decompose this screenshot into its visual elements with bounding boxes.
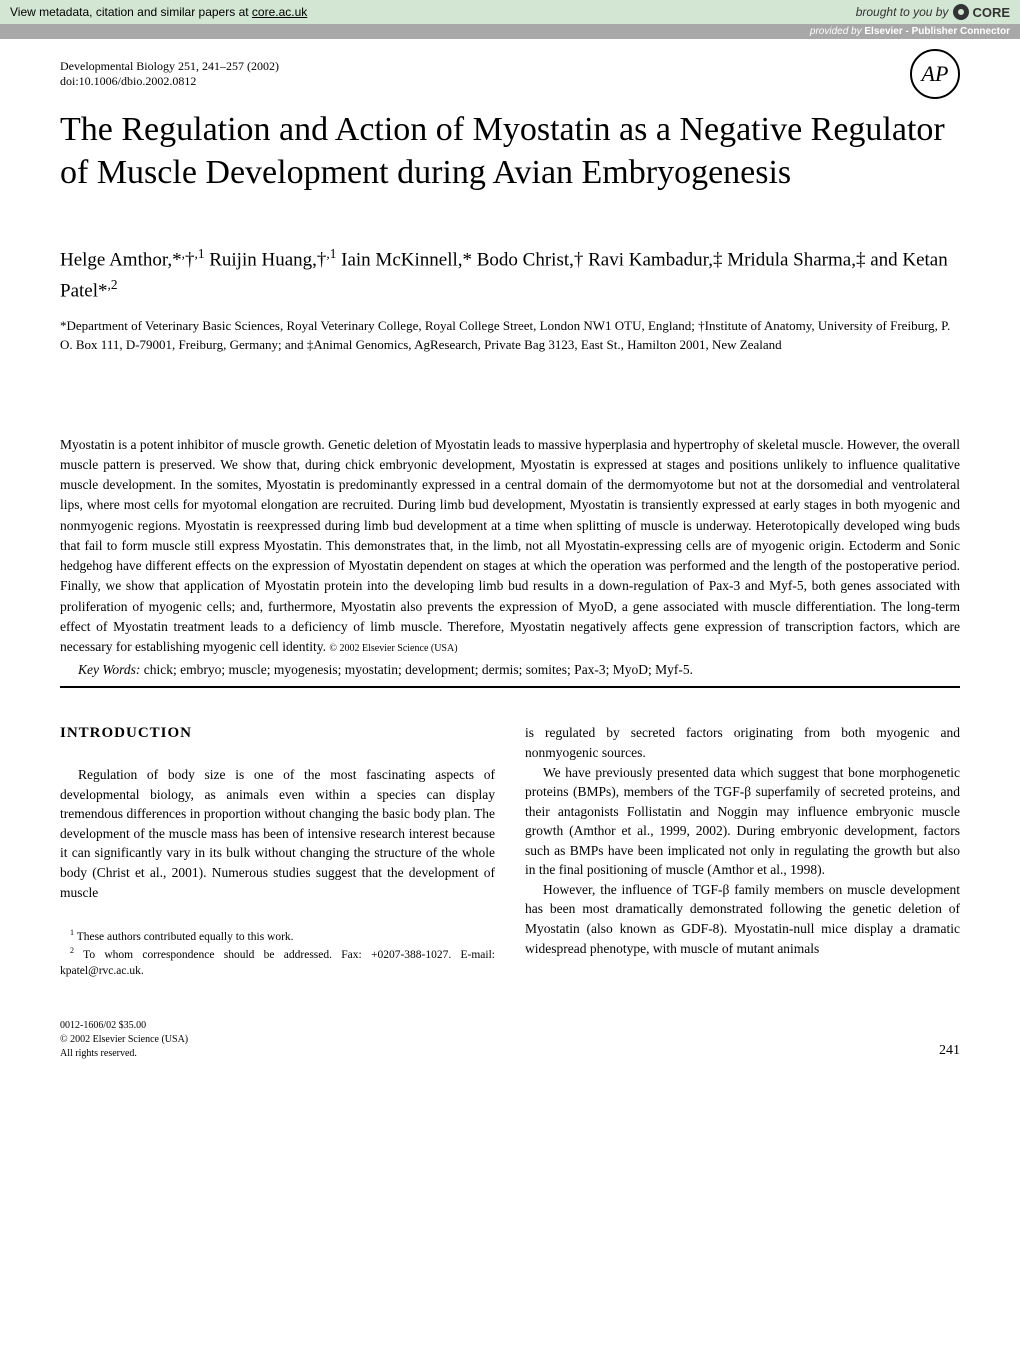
- intro-para-2: We have previously presented data which …: [525, 763, 960, 880]
- left-column: INTRODUCTION Regulation of body size is …: [60, 723, 495, 979]
- intro-para-3: However, the influence of TGF-β family m…: [525, 880, 960, 958]
- page-footer: 0012-1606/02 $35.00 © 2002 Elsevier Scie…: [60, 1019, 960, 1061]
- intro-para-1-cont: is regulated by secreted factors origina…: [525, 723, 960, 762]
- core-icon: [953, 4, 969, 20]
- metadata-link-text: View metadata, citation and similar pape…: [10, 5, 307, 19]
- introduction-heading: INTRODUCTION: [60, 723, 495, 745]
- abstract-copyright: © 2002 Elsevier Science (USA): [329, 643, 457, 654]
- keywords-line: Key Words: chick; embryo; muscle; myogen…: [60, 662, 960, 678]
- brought-to-you: brought to you by CORE: [856, 4, 1010, 20]
- keywords-text: chick; embryo; muscle; myogenesis; myost…: [144, 662, 693, 677]
- keywords-label: Key Words:: [78, 662, 140, 677]
- abstract: Myostatin is a potent inhibitor of muscl…: [60, 435, 960, 658]
- abstract-text: Myostatin is a potent inhibitor of muscl…: [60, 437, 960, 655]
- intro-para-1: Regulation of body size is one of the mo…: [60, 765, 495, 902]
- publisher-logo: AP: [910, 49, 960, 99]
- footer-rights: All rights reserved.: [60, 1047, 188, 1061]
- topbar-prefix: View metadata, citation and similar pape…: [10, 5, 252, 19]
- brought-prefix: brought to you by: [856, 5, 949, 19]
- body-columns: INTRODUCTION Regulation of body size is …: [60, 723, 960, 979]
- journal-doi: doi:10.1006/dbio.2002.0812: [60, 74, 960, 89]
- core-link[interactable]: core.ac.uk: [252, 5, 307, 19]
- footnote-1: 1 These authors contributed equally to t…: [60, 927, 495, 945]
- footer-issn: 0012-1606/02 $35.00: [60, 1019, 188, 1033]
- authors: Helge Amthor,*,†,1 Ruijin Huang,†,1 Iain…: [60, 244, 960, 306]
- provided-prefix: provided by: [810, 26, 864, 37]
- provided-source: Elsevier - Publisher Connector: [864, 26, 1010, 37]
- affiliations: *Department of Veterinary Basic Sciences…: [60, 316, 960, 355]
- journal-citation: Developmental Biology 251, 241–257 (2002…: [60, 59, 960, 74]
- footnote-2: 2 To whom correspondence should be addre…: [60, 945, 495, 979]
- core-label: CORE: [972, 5, 1010, 20]
- footnotes: 1 These authors contributed equally to t…: [60, 927, 495, 979]
- journal-info: Developmental Biology 251, 241–257 (2002…: [60, 59, 960, 89]
- provided-by-bar: provided by Elsevier - Publisher Connect…: [0, 24, 1020, 39]
- section-divider: [60, 686, 960, 688]
- repository-top-bar: View metadata, citation and similar pape…: [0, 0, 1020, 24]
- right-column: is regulated by secreted factors origina…: [525, 723, 960, 979]
- footer-copyright: © 2002 Elsevier Science (USA): [60, 1033, 188, 1047]
- core-logo[interactable]: CORE: [953, 4, 1010, 20]
- article-title: The Regulation and Action of Myostatin a…: [60, 109, 960, 194]
- page-content: AP Developmental Biology 251, 241–257 (2…: [0, 39, 1020, 1091]
- page-number: 241: [939, 1041, 960, 1061]
- footer-left: 0012-1606/02 $35.00 © 2002 Elsevier Scie…: [60, 1019, 188, 1061]
